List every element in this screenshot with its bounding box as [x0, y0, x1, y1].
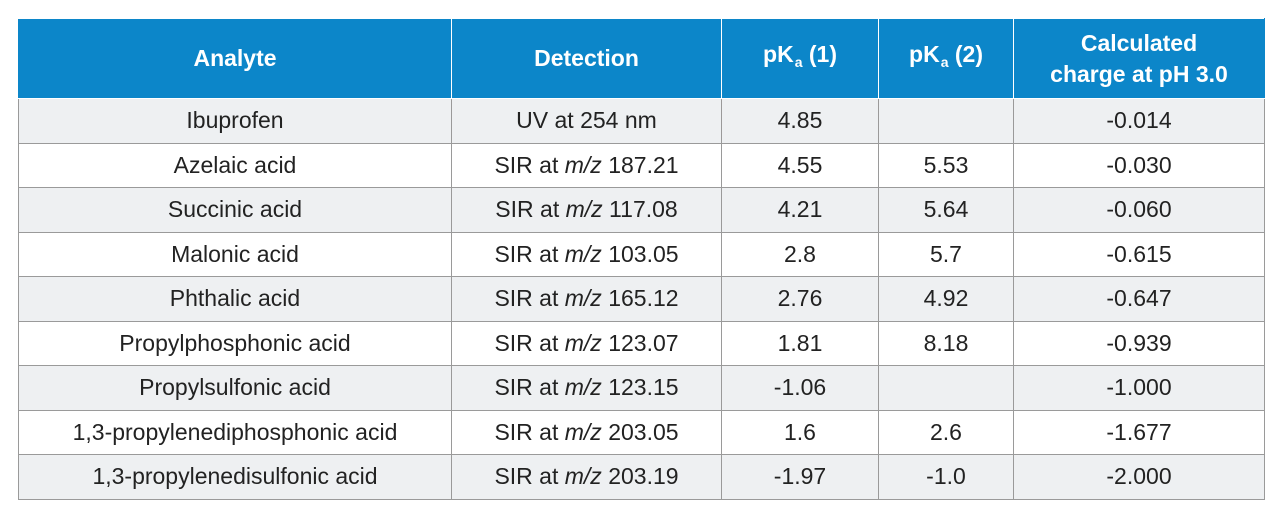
header-pka-2-base: pK [909, 41, 940, 67]
cell-analyte: Azelaic acid [18, 142, 452, 188]
cell-charge: -1.677 [1013, 409, 1265, 455]
cell-analyte: Succinic acid [18, 187, 452, 233]
detection-unit: m/z [564, 374, 602, 401]
header-analyte: Analyte [18, 18, 452, 99]
table-row: Ibuprofen UV at 254 nm 4.85 -0.014 [18, 98, 1265, 144]
cell-pka-1: 4.85 [721, 98, 879, 144]
header-pka-2-suffix: (2) [948, 41, 983, 67]
cell-pka-2: 5.7 [878, 231, 1014, 277]
cell-analyte: 1,3-propylenediphosphonic acid [18, 409, 452, 455]
cell-pka-1: -1.06 [721, 365, 879, 411]
cell-pka-1: 1.6 [721, 409, 879, 455]
table-body: Ibuprofen UV at 254 nm 4.85 -0.014 Azela… [18, 98, 1265, 500]
table-row: Succinic acid SIR at m/z 117.08 4.21 5.6… [18, 187, 1265, 233]
detection-value: 123.15 [601, 374, 679, 401]
cell-charge: -2.000 [1013, 454, 1265, 500]
detection-value: 187.21 [601, 151, 679, 178]
header-charge-line-1: Calculated [1080, 29, 1198, 56]
table-row: 1,3-propylenedisulfonic acid SIR at m/z … [18, 454, 1265, 500]
table-row: Propylphosphonic acid SIR at m/z 123.07 … [18, 320, 1265, 366]
header-pka-2: pKa (2) [878, 18, 1014, 99]
detection-value: 203.05 [601, 418, 679, 445]
header-pka-2-subscript: a [940, 54, 949, 70]
detection-prefix: SIR at [495, 196, 566, 223]
cell-pka-2 [878, 98, 1014, 144]
cell-analyte: Propylphosphonic acid [18, 320, 452, 366]
cell-analyte: 1,3-propylenedisulfonic acid [18, 454, 452, 500]
detection-unit: m/z [564, 329, 602, 356]
header-pka-1: pKa (1) [721, 18, 879, 99]
detection-value: 103.05 [601, 240, 679, 267]
header-pka-1-base: pK [763, 41, 794, 67]
cell-detection: SIR at m/z 203.19 [451, 454, 722, 500]
cell-analyte: Propylsulfonic acid [18, 365, 452, 411]
cell-pka-2: 4.92 [878, 276, 1014, 322]
cell-pka-1: 2.8 [721, 231, 879, 277]
detection-unit: m/z [564, 418, 602, 445]
detection-value: 203.19 [601, 463, 679, 490]
detection-prefix: SIR at [494, 463, 565, 490]
detection-unit: m/z [564, 463, 602, 490]
detection-prefix: SIR at [494, 418, 565, 445]
detection-unit: m/z [564, 151, 602, 178]
cell-analyte: Malonic acid [18, 231, 452, 277]
table-row: 1,3-propylenediphosphonic acid SIR at m/… [18, 409, 1265, 455]
cell-detection: SIR at m/z 117.08 [451, 187, 722, 233]
header-charge-line-2: charge at pH 3.0 [1050, 60, 1228, 87]
cell-pka-2: -1.0 [878, 454, 1014, 500]
cell-charge: -0.014 [1013, 98, 1265, 144]
table-row: Azelaic acid SIR at m/z 187.21 4.55 5.53… [18, 142, 1265, 188]
header-detection: Detection [451, 18, 722, 99]
header-pka-1-suffix: (1) [802, 41, 837, 67]
detection-prefix: SIR at [494, 285, 565, 312]
cell-pka-1: -1.97 [721, 454, 879, 500]
table-row: Malonic acid SIR at m/z 103.05 2.8 5.7 -… [18, 231, 1265, 277]
cell-charge: -0.939 [1013, 320, 1265, 366]
header-pka-1-subscript: a [794, 54, 803, 70]
cell-charge: -0.615 [1013, 231, 1265, 277]
detection-prefix: UV at 254 nm [516, 107, 657, 134]
cell-detection: SIR at m/z 203.05 [451, 409, 722, 455]
cell-detection: SIR at m/z 123.07 [451, 320, 722, 366]
analyte-table: Analyte Detection pKa (1) pKa (2) Calcul… [18, 18, 1265, 500]
detection-prefix: SIR at [494, 151, 565, 178]
detection-prefix: SIR at [494, 240, 565, 267]
detection-value: 117.08 [602, 196, 678, 223]
detection-unit: m/z [564, 285, 602, 312]
cell-analyte: Ibuprofen [18, 98, 452, 144]
cell-pka-1: 2.76 [721, 276, 879, 322]
cell-charge: -0.060 [1013, 187, 1265, 233]
cell-detection: SIR at m/z 103.05 [451, 231, 722, 277]
header-row: Analyte Detection pKa (1) pKa (2) Calcul… [18, 18, 1265, 99]
cell-detection: SIR at m/z 123.15 [451, 365, 722, 411]
detection-unit: m/z [564, 240, 602, 267]
cell-pka-2: 8.18 [878, 320, 1014, 366]
table-row: Phthalic acid SIR at m/z 165.12 2.76 4.9… [18, 276, 1265, 322]
cell-charge: -0.647 [1013, 276, 1265, 322]
detection-value: 123.07 [601, 329, 679, 356]
cell-charge: -0.030 [1013, 142, 1265, 188]
data-table-container: Analyte Detection pKa (1) pKa (2) Calcul… [18, 18, 1265, 500]
table-row: Propylsulfonic acid SIR at m/z 123.15 -1… [18, 365, 1265, 411]
cell-pka-2: 5.53 [878, 142, 1014, 188]
detection-value: 165.12 [601, 285, 679, 312]
detection-prefix: SIR at [494, 329, 565, 356]
cell-detection: SIR at m/z 187.21 [451, 142, 722, 188]
cell-pka-2 [878, 365, 1014, 411]
cell-pka-1: 4.55 [721, 142, 879, 188]
cell-pka-2: 2.6 [878, 409, 1014, 455]
cell-pka-1: 4.21 [721, 187, 879, 233]
cell-detection: UV at 254 nm [451, 98, 722, 144]
cell-pka-2: 5.64 [878, 187, 1014, 233]
table-header: Analyte Detection pKa (1) pKa (2) Calcul… [18, 18, 1265, 99]
cell-detection: SIR at m/z 165.12 [451, 276, 722, 322]
detection-prefix: SIR at [494, 374, 565, 401]
header-calculated-charge: Calculated charge at pH 3.0 [1013, 18, 1265, 99]
detection-unit: m/z [565, 196, 603, 223]
cell-charge: -1.000 [1013, 365, 1265, 411]
cell-analyte: Phthalic acid [18, 276, 452, 322]
cell-pka-1: 1.81 [721, 320, 879, 366]
